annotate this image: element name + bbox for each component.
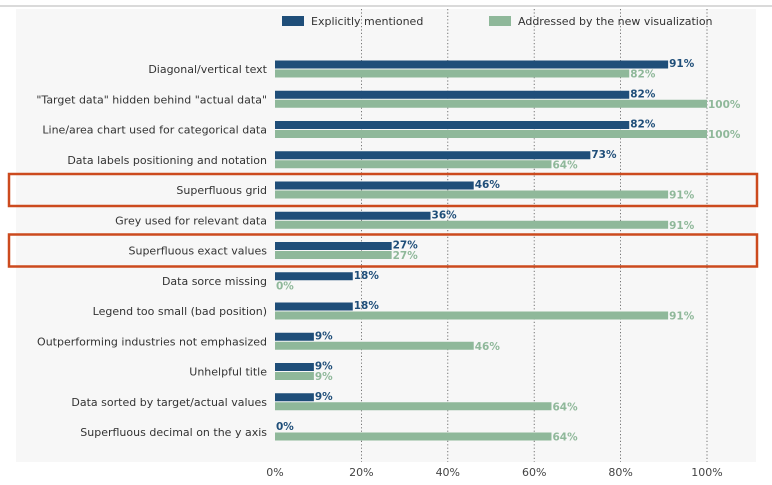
grid-layer: [360, 9, 708, 462]
category-label-outperforming-industries-not-emphasized: Outperforming industries not emphasized: [37, 335, 267, 348]
value-label-explicit-superfluous-exact-values: 27%: [393, 240, 419, 252]
value-label-addressed-data-sorted-by-target-actual-values: 64%: [552, 401, 578, 413]
category-label-data-sorce-missing: Data sorce missing: [162, 275, 267, 288]
value-label-addressed-data-sorce-missing: 0%: [276, 280, 294, 292]
value-label-explicit-line-area-chart-used-for-categorical-data: 82%: [630, 119, 656, 131]
bar-addressed-diagonal-vertical-text: [275, 69, 630, 78]
legend-label-explicitly-mentioned: Explicitly mentioned: [311, 15, 423, 28]
bar-explicit-diagonal-vertical-text: [275, 60, 669, 69]
value-label-addressed-diagonal-vertical-text: 82%: [630, 69, 656, 81]
bar-explicit-target-data-hidden-behind-actual-data: [275, 90, 630, 99]
x-tick-label-80: 80%: [608, 466, 632, 479]
value-label-addressed-grey-used-for-relevant-data: 91%: [669, 220, 695, 232]
bar-addressed-legend-too-small-bad-position: [275, 311, 669, 320]
legend: Explicitly mentioned Addressed by the ne…: [282, 15, 713, 28]
value-label-addressed-outperforming-industries-not-emphasized: 46%: [475, 341, 501, 353]
category-label-superfluous-grid: Superfluous grid: [176, 184, 267, 197]
bar-explicit-line-area-chart-used-for-categorical-data: [275, 121, 630, 129]
bar-addressed-grey-used-for-relevant-data: [275, 220, 669, 229]
x-tick-label-20: 20%: [349, 466, 373, 479]
category-label-line-area-chart-used-for-categorical-data: Line/area chart used for categorical dat…: [42, 124, 267, 137]
x-tick-label-60: 60%: [522, 466, 546, 479]
x-tick-label-0: 0%: [266, 466, 283, 479]
category-label-unhelpful-title: Unhelpful title: [189, 366, 267, 379]
bar-addressed-data-sorted-by-target-actual-values: [275, 402, 552, 411]
bar-explicit-superfluous-grid: [275, 181, 474, 190]
bar-addressed-superfluous-decimal-on-the-y-axis: [275, 432, 552, 441]
bar-addressed-unhelpful-title: [275, 372, 314, 380]
bar-explicit-data-sorted-by-target-actual-values: [275, 393, 314, 402]
value-label-addressed-superfluous-decimal-on-the-y-axis: 64%: [552, 432, 578, 444]
value-label-addressed-legend-too-small-bad-position: 91%: [669, 311, 695, 323]
value-label-addressed-superfluous-exact-values: 27%: [393, 250, 419, 262]
legend-label-addressed: Addressed by the new visualization: [518, 15, 713, 28]
category-labels-layer: Diagonal/vertical text "Target data" hidd…: [36, 63, 267, 439]
bar-explicit-data-labels-positioning-and-notation: [275, 151, 591, 160]
value-label-addressed-target-data-hidden-behind-actual-data: 100%: [708, 99, 741, 111]
value-label-explicit-superfluous-decimal-on-the-y-axis: 0%: [276, 421, 294, 433]
value-label-addressed-data-labels-positioning-and-notation: 64%: [552, 159, 578, 171]
value-label-addressed-line-area-chart-used-for-categorical-data: 100%: [708, 129, 741, 141]
bar-addressed-target-data-hidden-behind-actual-data: [275, 99, 707, 108]
highlight-box-superfluous-exact-values: [7, 233, 759, 268]
value-label-explicit-grey-used-for-relevant-data: 36%: [432, 209, 458, 221]
bar-explicit-unhelpful-title: [275, 363, 314, 371]
bar-explicit-outperforming-industries-not-emphasized: [275, 332, 314, 341]
category-label-superfluous-exact-values: Superfluous exact values: [128, 245, 267, 258]
value-label-explicit-outperforming-industries-not-emphasized: 9%: [315, 330, 333, 342]
x-axis-ticks-layer: 0% 20% 40% 60% 80% 100%: [266, 466, 722, 479]
bar-explicit-grey-used-for-relevant-data: [275, 211, 431, 220]
value-label-addressed-superfluous-grid: 91%: [669, 190, 695, 202]
value-label-explicit-legend-too-small-bad-position: 18%: [354, 300, 380, 312]
legend-swatch-addressed: [489, 16, 511, 26]
category-label-data-labels-positioning-and-notation: Data labels positioning and notation: [67, 154, 267, 167]
highlight-box-superfluous-grid: [7, 172, 759, 208]
value-label-explicit-diagonal-vertical-text: 91%: [669, 58, 695, 70]
category-label-diagonal-vertical-text: Diagonal/vertical text: [148, 63, 267, 76]
x-tick-label-100: 100%: [691, 466, 722, 479]
value-label-explicit-unhelpful-title: 9%: [315, 361, 333, 373]
category-label-data-sorted-by-target-actual-values: Data sorted by target/actual values: [71, 396, 267, 409]
value-label-explicit-data-sorted-by-target-actual-values: 9%: [315, 391, 333, 403]
bar-explicit-superfluous-exact-values: [275, 242, 392, 250]
category-label-target-data-hidden-behind-actual-data: "Target data" hidden behind "actual data…: [36, 93, 267, 106]
bar-addressed-outperforming-industries-not-emphasized: [275, 341, 474, 350]
value-label-explicit-data-sorce-missing: 18%: [354, 270, 380, 282]
bar-addressed-superfluous-exact-values: [275, 251, 392, 259]
bar-explicit-legend-too-small-bad-position: [275, 302, 353, 311]
value-label-addressed-unhelpful-title: 9%: [315, 371, 333, 383]
bars-layer: 91% 82% 82% 100% 82% 100% 73% 64% 46% 91% 36% 91% 27…: [275, 58, 741, 444]
bar-addressed-data-labels-positioning-and-notation: [275, 160, 552, 169]
legend-swatch-explicitly-mentioned: [282, 16, 304, 26]
category-label-legend-too-small-bad-position: Legend too small (bad position): [93, 305, 267, 318]
category-label-grey-used-for-relevant-data: Grey used for relevant data: [115, 214, 267, 227]
x-tick-label-40: 40%: [436, 466, 460, 479]
bar-addressed-superfluous-grid: [275, 190, 669, 199]
value-label-explicit-superfluous-grid: 46%: [475, 179, 501, 191]
highlight-layer: [7, 172, 759, 268]
bar-addressed-line-area-chart-used-for-categorical-data: [275, 130, 707, 138]
value-label-explicit-data-labels-positioning-and-notation: 73%: [591, 149, 617, 161]
category-label-superfluous-decimal-on-the-y-axis: Superfluous decimal on the y axis: [80, 426, 267, 439]
bar-explicit-data-sorce-missing: [275, 272, 353, 281]
value-label-explicit-target-data-hidden-behind-actual-data: 82%: [630, 88, 656, 100]
